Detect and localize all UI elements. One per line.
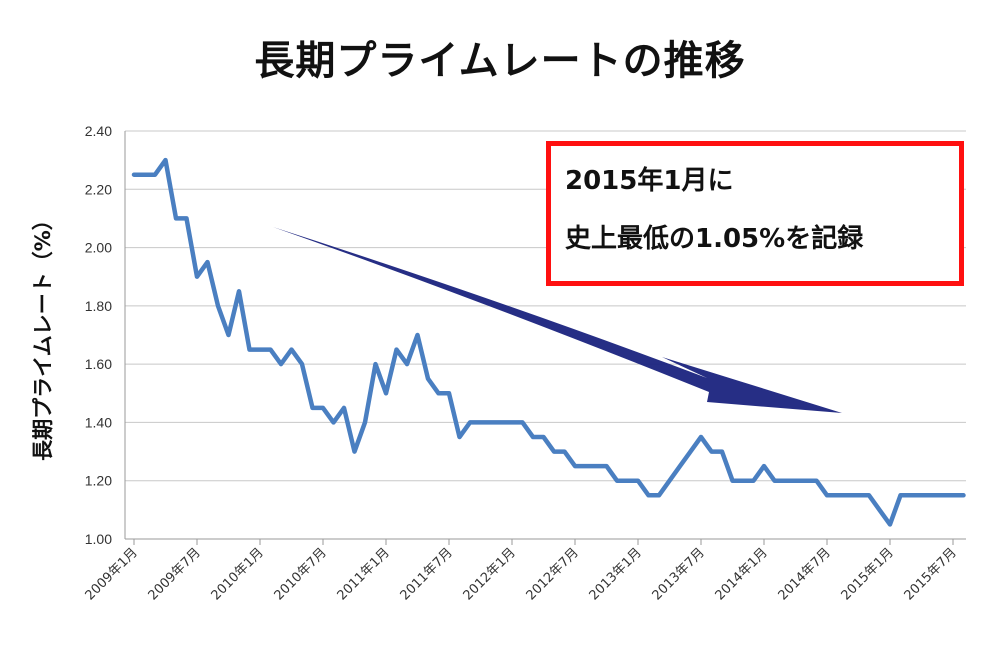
x-tick-label: 2014年1月	[713, 545, 771, 603]
y-tick-labels: 1.00 1.20 1.40 1.60 1.80 2.00 2.20 2.40	[85, 123, 112, 547]
x-tick-label: 2011年7月	[398, 545, 456, 603]
annotation-callout: 2015年1月に 史上最低の1.05%を記録	[546, 141, 964, 286]
y-tick-label: 1.80	[85, 298, 112, 314]
x-tick-label: 2013年7月	[650, 545, 708, 603]
y-tick-label: 1.60	[85, 356, 112, 372]
x-tick-label: 2013年1月	[587, 545, 645, 603]
x-tick-label: 2010年1月	[209, 545, 267, 603]
x-tick-label: 2015年7月	[902, 545, 960, 603]
x-tick-label: 2010年7月	[272, 545, 330, 603]
y-tick-label: 1.00	[85, 531, 112, 547]
annotation-line-1: 2015年1月に	[565, 166, 734, 196]
x-tick-label: 2009年7月	[146, 545, 204, 603]
series-layer	[131, 157, 966, 527]
y-tick-label: 2.40	[85, 123, 112, 139]
trend-arrow-shape	[273, 227, 842, 413]
x-tick-label: 2011年1月	[335, 545, 393, 603]
series-line	[131, 157, 966, 527]
x-tick-label: 2014年7月	[776, 545, 834, 603]
y-axis-title: 長期プライムレート（%）	[31, 209, 55, 461]
y-tick-label: 2.00	[85, 240, 112, 256]
x-tick-label: 2015年1月	[839, 545, 897, 603]
chart-title: 長期プライムレートの推移	[254, 38, 746, 84]
y-tick-label: 2.20	[85, 181, 112, 197]
axes	[124, 131, 966, 545]
x-tick-label: 2012年1月	[461, 545, 519, 603]
x-tick-label: 2009年1月	[83, 545, 141, 603]
annotation-line-2: 史上最低の1.05%を記録	[565, 224, 864, 254]
y-tick-label: 1.20	[85, 473, 112, 489]
x-tick-label: 2012年7月	[524, 545, 582, 603]
trend-arrow	[273, 227, 842, 413]
x-tick-labels: 2009年1月 2009年7月 2010年1月 2010年7月 2011年1月 2011年…	[83, 545, 960, 603]
y-tick-label: 1.40	[85, 414, 112, 430]
